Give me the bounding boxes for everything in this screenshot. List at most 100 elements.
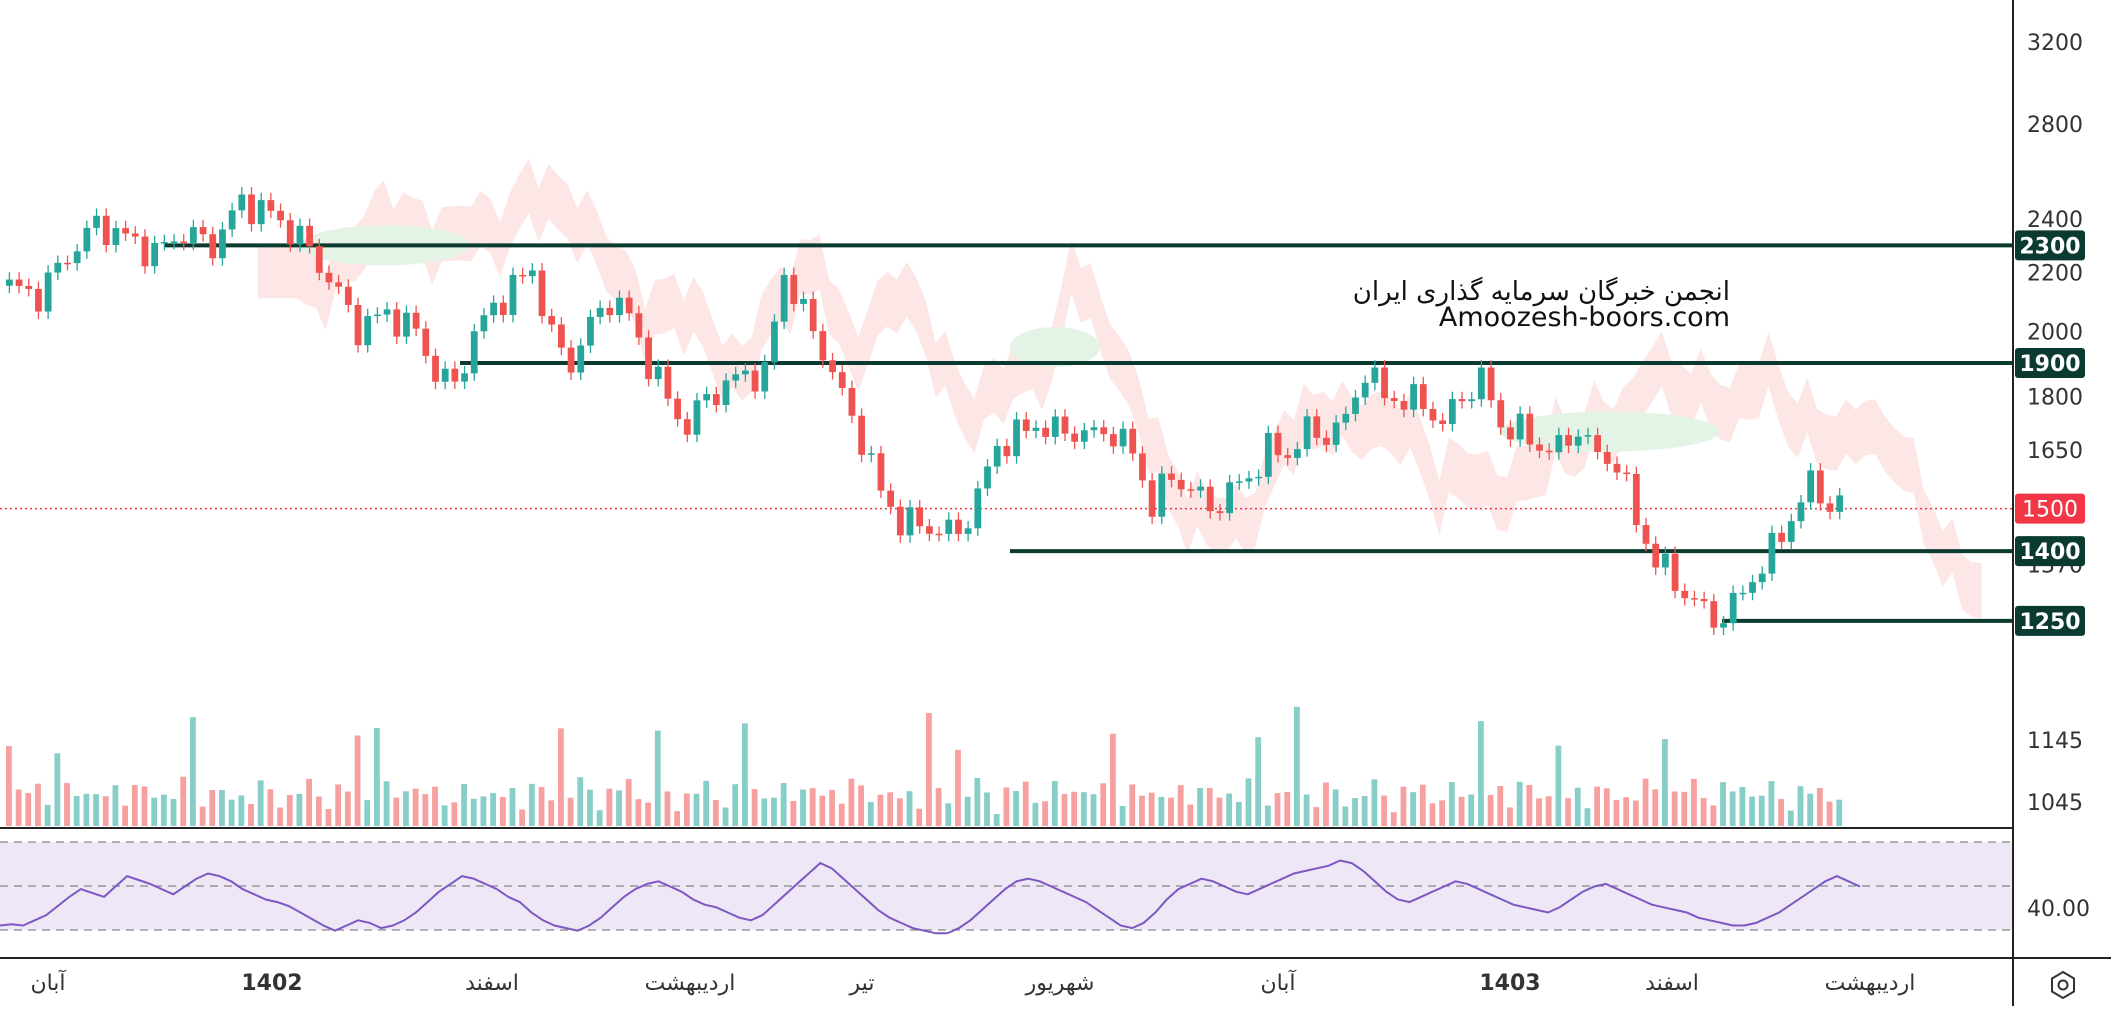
candle-body xyxy=(538,270,546,317)
candle-body xyxy=(1284,455,1292,458)
volume-bar xyxy=(441,805,448,826)
volume-bar xyxy=(1245,778,1252,826)
candle-body xyxy=(490,302,497,316)
candle-body xyxy=(180,241,188,243)
watermark-website: Amoozesh-boors.com xyxy=(1439,302,1730,333)
settings-gear-icon[interactable] xyxy=(2046,968,2080,1002)
candle-body xyxy=(1323,437,1330,445)
candle-body xyxy=(1691,598,1698,600)
candle-body xyxy=(1778,532,1785,542)
candle-body xyxy=(315,246,323,273)
candle-body xyxy=(286,220,294,245)
volume-bar xyxy=(732,784,739,826)
price-scale[interactable]: 3200280024002200200018001650137011451045… xyxy=(2027,31,2090,922)
volume-bar xyxy=(1758,795,1765,826)
candle-body xyxy=(1003,446,1011,457)
candle-body xyxy=(1071,433,1079,442)
candle-body xyxy=(1526,413,1534,445)
candle-body xyxy=(209,234,217,259)
volume-bar xyxy=(1739,786,1746,826)
volume-bar xyxy=(674,811,681,826)
volume-bar xyxy=(1168,797,1174,826)
candle-body xyxy=(790,274,798,304)
volume-bar xyxy=(1700,798,1707,826)
volume-bar xyxy=(1284,791,1291,826)
candle-body xyxy=(1206,486,1214,512)
volume-bar xyxy=(1632,800,1639,826)
candle-body xyxy=(6,279,13,286)
volume-bar xyxy=(645,802,651,826)
time-label-4: تیر xyxy=(849,971,875,996)
volume-bar xyxy=(122,805,129,826)
candle-body xyxy=(480,315,488,332)
volume-bar xyxy=(1787,810,1794,826)
volume-bar xyxy=(1177,785,1184,826)
volume-bar xyxy=(848,778,855,826)
volume-bar xyxy=(1662,739,1668,826)
volume-bar xyxy=(432,786,438,826)
volume-bar xyxy=(1826,801,1833,826)
time-scale[interactable]: آبان 1402 اسفند اردیبهشت تیر شهریور آبان 1403 اس… xyxy=(30,969,1915,996)
volume-bar xyxy=(712,800,719,826)
volume-bar xyxy=(703,780,710,826)
candle-body xyxy=(1458,399,1466,402)
volume-bar xyxy=(1816,788,1823,826)
candle-body xyxy=(1100,427,1108,435)
level-tag-bg-1250 xyxy=(2015,605,2085,636)
candle-body xyxy=(1042,427,1049,437)
rsi-line xyxy=(0,859,1861,935)
volume-bar xyxy=(926,712,932,826)
volume-bar xyxy=(1671,791,1678,826)
candle-body xyxy=(1807,470,1815,503)
last-price-tag-bg xyxy=(2015,493,2085,524)
candle-body xyxy=(1681,590,1689,599)
volume-bar xyxy=(1361,795,1368,826)
volume-bar xyxy=(1584,808,1591,826)
candle-body xyxy=(712,394,720,406)
candle-body xyxy=(54,262,62,273)
candle-body xyxy=(635,313,643,338)
candle-body xyxy=(509,274,517,316)
volume-bar xyxy=(896,798,903,826)
volume-bar xyxy=(1110,733,1116,826)
volume-bar xyxy=(1323,782,1329,826)
volume-bar xyxy=(1565,798,1571,826)
candle-body xyxy=(335,282,343,287)
candle-body xyxy=(867,453,875,455)
level-tag-bg-1900 xyxy=(2015,348,2085,379)
volume-bar xyxy=(1487,795,1494,826)
level-tag-bg-1400 xyxy=(2015,536,2085,567)
volume-bar xyxy=(800,789,806,826)
volume-bar xyxy=(44,804,51,826)
candle-body xyxy=(1119,428,1127,447)
candle-body xyxy=(64,262,71,265)
volume-bar xyxy=(1507,807,1513,826)
candle-body xyxy=(974,488,982,529)
volume-bars xyxy=(6,706,1843,826)
volume-bar xyxy=(771,797,777,826)
candlesticks xyxy=(6,187,1844,636)
volume-bar xyxy=(1264,805,1271,826)
candle-body xyxy=(374,314,381,317)
price-tick-2200: 2200 xyxy=(2027,262,2083,287)
volume-bar xyxy=(606,788,613,826)
volume-bar xyxy=(1129,784,1136,826)
volume-bar xyxy=(1623,797,1630,826)
candle-body xyxy=(1410,384,1417,410)
candle-body xyxy=(122,228,129,234)
candle-body xyxy=(674,398,681,420)
candle-body xyxy=(1313,416,1321,438)
volume-bar xyxy=(412,788,419,826)
candle-body xyxy=(800,298,807,304)
volume-bar xyxy=(761,798,768,826)
ichimoku-cloud xyxy=(257,158,1982,618)
price-tick-2000: 2000 xyxy=(2027,320,2083,345)
volume-bar xyxy=(1119,806,1126,826)
candle-body xyxy=(1371,367,1379,383)
candle-body xyxy=(1739,592,1747,595)
volume-bar xyxy=(1594,786,1601,826)
volume-bar xyxy=(219,790,225,826)
candle-body xyxy=(848,387,856,416)
